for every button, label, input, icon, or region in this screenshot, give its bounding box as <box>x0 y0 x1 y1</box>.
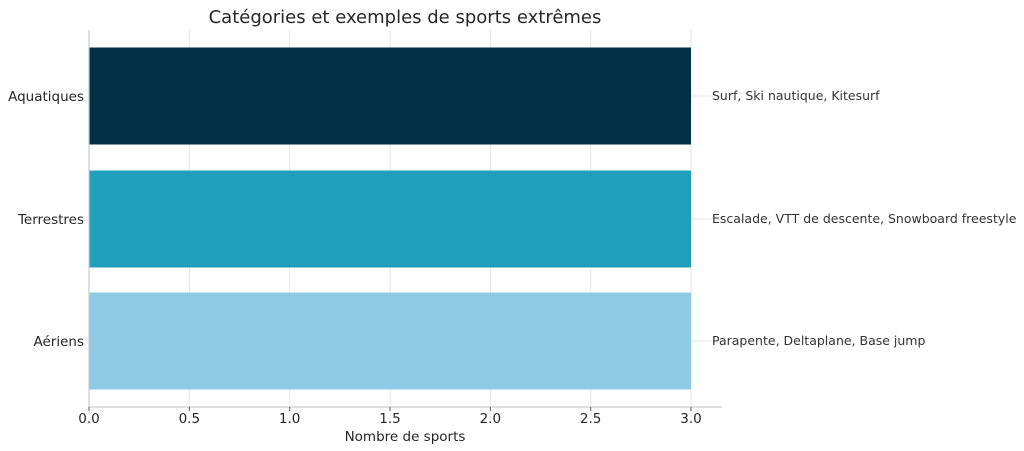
bar-annotation: Surf, Ski nautique, Kitesurf <box>712 88 880 103</box>
x-tick-label: 2.5 <box>580 411 601 427</box>
bars-layer <box>89 47 691 390</box>
x-tick-label: 2.0 <box>480 411 501 427</box>
y-tick-label: Aquatiques <box>8 89 84 105</box>
x-tick-label: 0.0 <box>78 411 99 427</box>
y-tick-label: Aériens <box>34 334 85 350</box>
x-tick-label: 0.5 <box>179 411 200 427</box>
x-axis-title: Nombre de sports <box>345 429 466 445</box>
labels-layer: Aquatiques Terrestres Aériens Surf, Ski nau… <box>8 88 1017 350</box>
bar-annotation: Parapente, Deltaplane, Base jump <box>712 333 925 348</box>
y-tick-label: Terrestres <box>17 212 84 228</box>
bar-annotation: Escalade, VTT de descente, Snowboard fre… <box>712 211 1017 226</box>
bar-2 <box>89 170 691 268</box>
chart-title: Catégories et exemples de sports extrême… <box>209 7 602 28</box>
x-tick-label: 1.0 <box>279 411 300 427</box>
x-tick-label: 3.0 <box>680 411 701 427</box>
bar-3 <box>89 292 691 390</box>
axis-layer: 0.0 0.5 1.0 1.5 2.0 2.5 3.0 <box>78 30 722 427</box>
x-tick-label: 1.5 <box>379 411 400 427</box>
bar-1 <box>89 47 691 145</box>
